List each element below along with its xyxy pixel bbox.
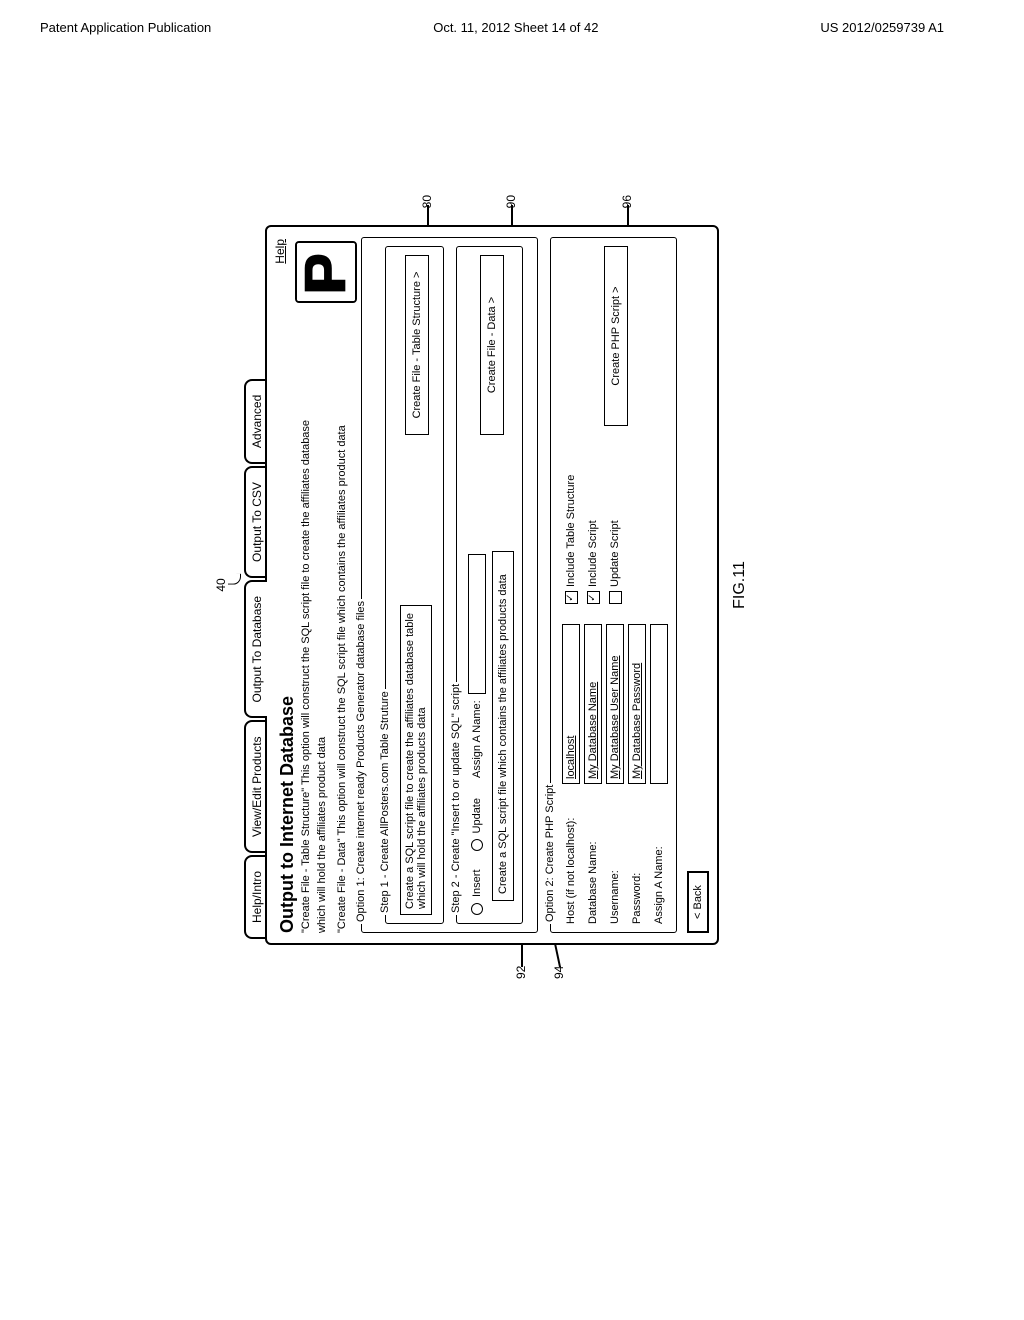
intro-line-1a: "Create File - Table Structure" This opt…: [300, 393, 314, 933]
step2-desc: Create a SQL script file which contains …: [492, 551, 514, 901]
ref-94: 94: [552, 966, 566, 979]
username-input[interactable]: [606, 624, 624, 784]
logo-icon: [295, 241, 357, 303]
assign-name-label: Assign A Name:: [471, 700, 483, 778]
option2-legend: Option 2: Create PHP Script: [544, 783, 556, 924]
username-label: Username:: [609, 794, 621, 924]
main-panel: Help Output to Internet Database "Create…: [265, 225, 719, 945]
tab-help-intro[interactable]: Help/Intro: [244, 855, 267, 939]
help-link[interactable]: Help: [273, 239, 287, 264]
step1-group: Step 1 - Create AllPosters.com Table Str…: [379, 246, 444, 924]
step2-group: Step 2 - Create "Insert to or update SQL…: [450, 246, 523, 924]
tab-output-csv[interactable]: Output To CSV: [244, 466, 267, 578]
create-php-script-button[interactable]: Create PHP Script >: [604, 246, 628, 426]
create-file-data-button[interactable]: Create File - Data >: [480, 255, 504, 435]
step2-legend: Step 2 - Create "Insert to or update SQL…: [450, 682, 462, 915]
intro-line-2: "Create File - Data" This option will co…: [336, 237, 350, 933]
tab-output-database[interactable]: Output To Database: [244, 580, 267, 719]
header-center: Oct. 11, 2012 Sheet 14 of 42: [433, 20, 598, 35]
back-button[interactable]: < Back: [687, 871, 709, 933]
step1-legend: Step 1 - Create AllPosters.com Table Str…: [379, 689, 391, 915]
option1-group: Option 1: Create internet ready Products…: [355, 237, 538, 933]
header-left: Patent Application Publication: [40, 20, 211, 35]
database-name-label: Database Name:: [587, 794, 599, 924]
header-right: US 2012/0259739 A1: [820, 20, 944, 35]
password-input[interactable]: [628, 624, 646, 784]
intro-line-1b: which will hold the affiliates product d…: [316, 237, 330, 933]
update-radio[interactable]: [471, 839, 483, 851]
option1-legend: Option 1: Create internet ready Products…: [355, 599, 367, 924]
insert-label: Insert: [471, 869, 483, 897]
database-name-input[interactable]: [584, 624, 602, 784]
include-script-checkbox[interactable]: Include Script: [587, 434, 600, 604]
option2-group: Option 2: Create PHP Script Host (if not…: [544, 237, 677, 933]
include-table-structure-checkbox[interactable]: Include Table Structure: [565, 434, 578, 604]
host-input[interactable]: [562, 624, 580, 784]
host-label: Host (if not localhost):: [565, 794, 577, 924]
update-label: Update: [471, 798, 483, 833]
ref-92: 92: [514, 966, 528, 979]
page-header: Patent Application Publication Oct. 11, …: [20, 20, 1004, 35]
assign-name-label-2: Assign A Name:: [653, 794, 665, 924]
password-label: Password:: [631, 794, 643, 924]
update-script-checkbox[interactable]: Update Script: [609, 434, 622, 604]
ref-40: 40: [214, 578, 228, 591]
assign-name-input-2[interactable]: [650, 624, 668, 784]
assign-name-input[interactable]: [468, 554, 486, 694]
panel-title: Output to Internet Database: [277, 237, 298, 933]
lead-92: [521, 945, 523, 967]
step1-desc: Create a SQL script file to create the a…: [400, 605, 432, 915]
tab-bar: Help/Intro View/Edit Products Output To …: [242, 225, 265, 939]
figure-container: 40 92 94 80 90 96 Help/Intro View/Edit P…: [242, 225, 782, 945]
tab-advanced[interactable]: Advanced: [244, 379, 267, 464]
figure-caption: FIG.11: [731, 225, 749, 945]
create-table-structure-button[interactable]: Create File - Table Structure >: [405, 255, 429, 435]
insert-radio[interactable]: [471, 903, 483, 915]
tab-view-edit[interactable]: View/Edit Products: [244, 720, 267, 853]
